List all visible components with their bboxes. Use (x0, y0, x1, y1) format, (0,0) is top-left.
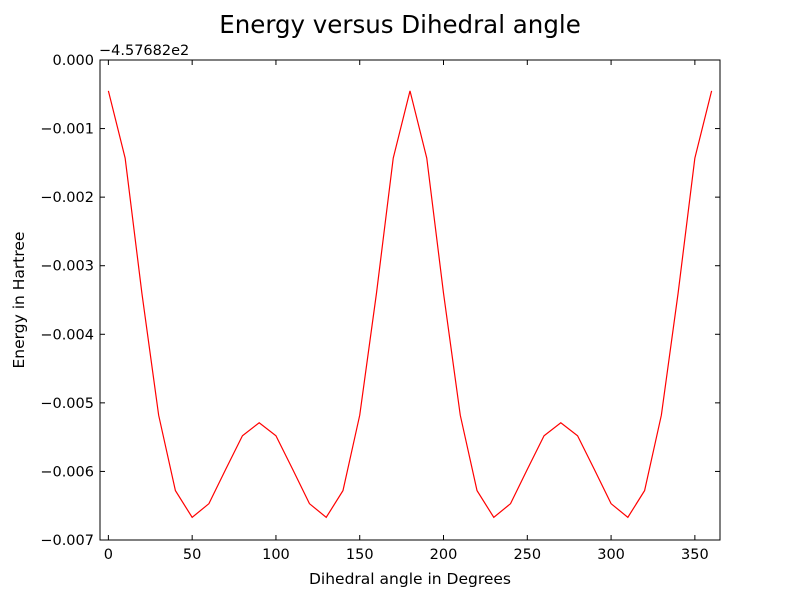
y-tick-label: 0.000 (52, 53, 94, 69)
x-tick-label: 350 (681, 547, 709, 563)
y-tick-label: −0.006 (40, 464, 94, 480)
x-tick-label: 100 (262, 547, 290, 563)
x-axis-label: Dihedral angle in Degrees (309, 570, 511, 588)
y-offset-label: −4.57682e2 (99, 43, 189, 59)
plot-area (107, 90, 713, 519)
y-axis: 0.000 −0.001 −0.002 −0.003 −0.004 −0.005 −0.00… (40, 53, 720, 549)
x-tick-label: 200 (430, 547, 458, 563)
x-tick-label: 300 (597, 547, 625, 563)
y-tick-label: −0.005 (40, 396, 94, 412)
x-tick-label: 150 (346, 547, 374, 563)
series-line-0 (107, 90, 713, 519)
y-tick-label: −0.003 (40, 259, 94, 275)
y-axis-label: Energy in Hartree (10, 232, 28, 369)
x-tick-label: 50 (183, 547, 201, 563)
plot-frame (99, 59, 721, 541)
chart-title: Energy versus Dihedral angle (219, 10, 581, 39)
y-tick-label: −0.001 (40, 122, 94, 138)
y-tick-label: −0.007 (40, 533, 94, 549)
y-tick-label: −0.002 (40, 190, 94, 206)
y-tick-label: −0.004 (40, 327, 94, 343)
x-axis: 0 50 100 150 200 250 300 350 (104, 60, 709, 563)
x-tick-label: 250 (513, 547, 541, 563)
x-tick-label: 0 (104, 547, 113, 563)
